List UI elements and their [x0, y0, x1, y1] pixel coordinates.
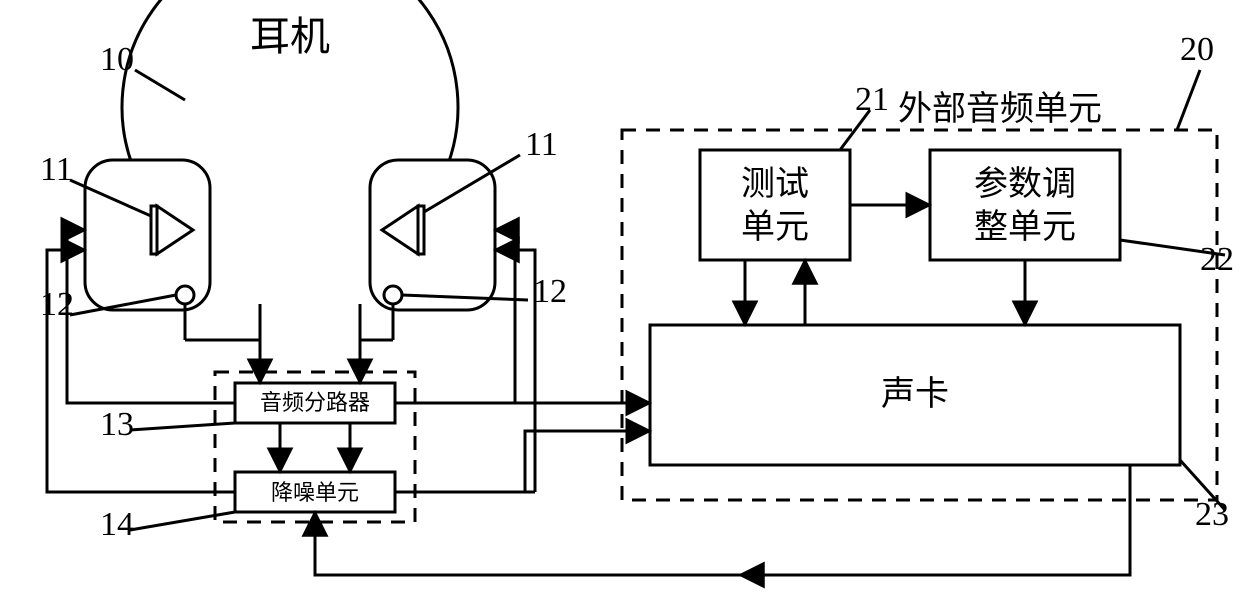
- ref-11-left-num: 11: [40, 151, 73, 188]
- noise-reduction-label: 降噪单元: [271, 480, 359, 505]
- ref-21-num: 21: [855, 81, 889, 118]
- splitter-to-right-speaker: [495, 230, 515, 403]
- ref-13-num: 13: [100, 406, 134, 443]
- ref-13-leader: [130, 423, 235, 430]
- speaker-bar: [151, 206, 157, 254]
- sound-card-label: 声卡: [881, 375, 949, 413]
- ref-12-left-num: 12: [40, 286, 74, 323]
- external-audio-unit-label: 外部音频单元: [898, 90, 1102, 128]
- left-mic: [176, 286, 194, 304]
- param-unit-label1: 参数调: [974, 165, 1076, 203]
- test-unit-label1: 测试: [741, 166, 809, 203]
- speaker-bar: [418, 206, 424, 254]
- test-unit-label2: 单元: [741, 209, 809, 246]
- ref-11-right-num: 11: [525, 126, 558, 163]
- right-mic: [384, 286, 402, 304]
- ref-10-num: 10: [100, 41, 134, 78]
- ref-12-right-num: 12: [533, 273, 567, 310]
- ref-14-num: 14: [100, 506, 134, 543]
- noise-to-soundcard: [395, 431, 650, 492]
- ref-10-leader: [135, 70, 185, 100]
- ref-23-num: 23: [1195, 496, 1229, 533]
- ref-14-leader: [130, 512, 235, 530]
- soundcard-to-noise-feedback: [315, 465, 1130, 575]
- ref-22-num: 22: [1200, 241, 1234, 278]
- title-label: 耳机: [250, 14, 330, 59]
- ref-20-num: 20: [1180, 31, 1214, 68]
- ref-20-leader: [1177, 70, 1200, 130]
- param-unit-label2: 整单元: [974, 208, 1076, 246]
- audio-splitter-label: 音频分路器: [260, 390, 370, 415]
